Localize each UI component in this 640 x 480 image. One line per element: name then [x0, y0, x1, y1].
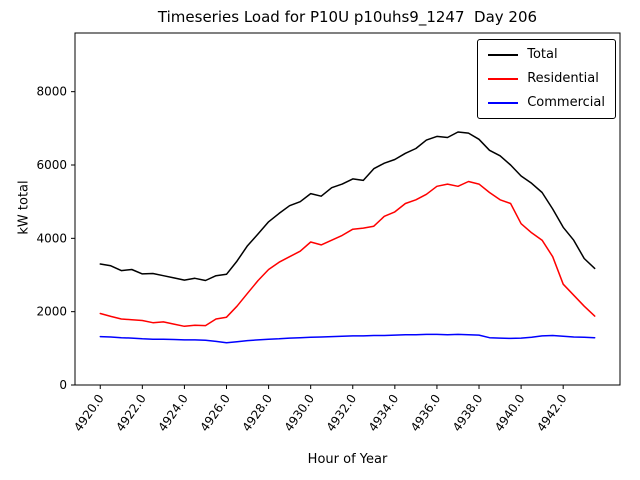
legend-item-residential: Residential	[488, 71, 605, 87]
chart-title: Timeseries Load for P10U p10uhs9_1247 Da…	[157, 8, 538, 26]
y-tick-label: 0	[59, 378, 67, 392]
y-tick-label: 6000	[36, 158, 67, 172]
x-tick-label: 4936.0	[408, 392, 444, 434]
y-tick-label: 8000	[36, 85, 67, 99]
x-tick-label: 4928.0	[239, 392, 275, 434]
series-line-residential	[99, 180, 596, 328]
x-axis-label: Hour of Year	[307, 452, 388, 467]
series-line-total	[99, 131, 596, 282]
x-tick-label: 4938.0	[450, 392, 486, 434]
x-tick-label: 4920.0	[71, 392, 107, 434]
legend-line-swatch-residential	[488, 78, 519, 80]
legend-label-commercial: Commercial	[527, 95, 605, 110]
legend-line-swatch-commercial	[488, 102, 519, 104]
x-tick-label: 4940.0	[492, 392, 528, 434]
x-tick-label: 4922.0	[113, 392, 149, 434]
legend-item-commercial: Commercial	[488, 95, 605, 111]
legend-label-residential: Residential	[527, 71, 599, 86]
legend: Total Residential Commercial	[477, 39, 616, 119]
legend-label-total: Total	[527, 47, 558, 62]
x-tick-label: 4924.0	[155, 392, 191, 434]
y-tick-label: 4000	[36, 231, 67, 245]
y-tick-label: 2000	[36, 305, 67, 319]
x-tick-label: 4934.0	[366, 392, 402, 434]
x-tick-label: 4930.0	[282, 392, 318, 434]
legend-item-total: Total	[488, 47, 605, 63]
series-line-commercial	[99, 333, 596, 344]
x-tick-label: 4932.0	[324, 392, 360, 434]
x-tick-label: 4942.0	[534, 392, 570, 434]
legend-line-swatch-total	[488, 54, 519, 56]
x-tick-label: 4926.0	[197, 392, 233, 434]
